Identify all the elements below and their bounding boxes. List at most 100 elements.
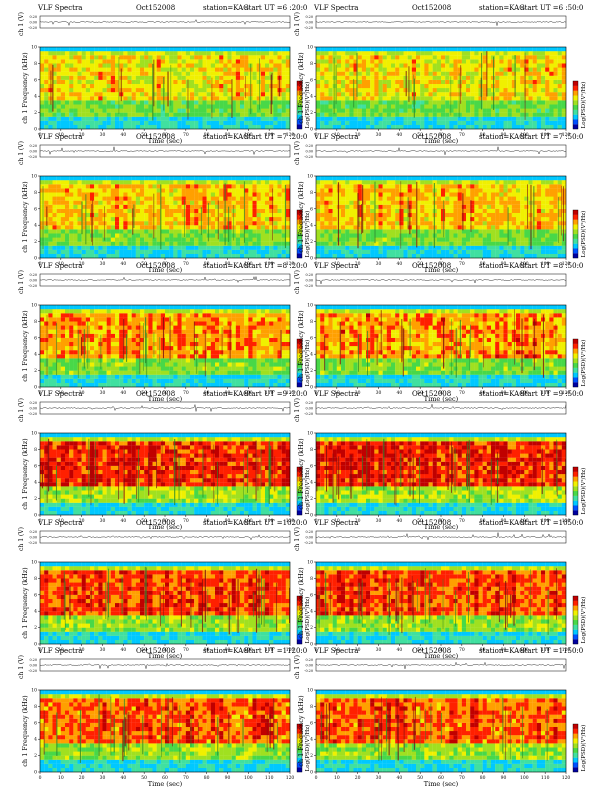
spectrogram-cell — [82, 109, 86, 113]
spectrogram-cell — [374, 96, 378, 100]
spectrogram-cell — [65, 80, 69, 84]
spectrogram-cell — [387, 254, 391, 258]
spectrogram-cell — [454, 76, 458, 80]
spectrogram-cell — [520, 188, 524, 192]
spectrogram-cell — [215, 180, 219, 184]
spectrogram-cell — [345, 209, 349, 213]
spectrogram-cell — [90, 176, 94, 180]
spectrogram-cell — [479, 92, 483, 96]
spectrogram-cell — [98, 180, 102, 184]
spectrogram-cell — [65, 109, 69, 113]
spectrogram-cell — [48, 213, 52, 217]
spectrogram-cell — [107, 246, 111, 250]
spectrogram-cell — [341, 213, 345, 217]
spectrogram-cell — [483, 188, 487, 192]
spectrogram-cell — [416, 109, 420, 113]
spectrogram-cell — [207, 205, 211, 209]
spectrogram-cell — [404, 104, 408, 108]
spectrogram-cell — [358, 92, 362, 96]
spectrogram-cell — [194, 238, 198, 242]
spectrogram-cell — [483, 254, 487, 258]
spectrogram-cell — [194, 217, 198, 221]
spectrogram-cell — [379, 125, 383, 129]
spectrogram-cell — [194, 96, 198, 100]
spectrogram-cell — [73, 63, 77, 67]
spectrogram-cell — [257, 84, 261, 88]
colorbar-segment — [297, 124, 302, 129]
spectrogram-cell — [132, 192, 136, 196]
spectrogram-cell — [65, 184, 69, 188]
spectrogram-cell — [236, 180, 240, 184]
spectrogram-cell — [207, 209, 211, 213]
spectrogram-cell — [178, 59, 182, 63]
spectrogram-cell — [61, 176, 65, 180]
spectrogram-cell — [449, 221, 453, 225]
spectrogram-cell — [420, 213, 424, 217]
spectrogram-cell — [86, 184, 90, 188]
spectrogram-cell — [211, 246, 215, 250]
spectrogram-cell — [269, 121, 273, 125]
spectrogram-cell — [354, 238, 358, 242]
spectrogram-cell — [240, 117, 244, 121]
spectrogram-cell — [404, 109, 408, 113]
spectrogram-cell — [57, 209, 61, 213]
spectrogram-cell — [228, 246, 232, 250]
spectrogram-cell — [366, 84, 370, 88]
spectrogram-cell — [123, 80, 127, 84]
spectrogram-cell — [466, 63, 470, 67]
spectrogram-cell — [215, 221, 219, 225]
spectrogram-cell — [223, 117, 227, 121]
spectrogram-cell — [261, 76, 265, 80]
spectrogram-cell — [416, 96, 420, 100]
spectrogram-cell — [479, 88, 483, 92]
spectrogram-cell — [487, 213, 491, 217]
spectrogram-cell — [429, 55, 433, 59]
spectrogram-cell — [445, 96, 449, 100]
spectrogram-cell — [345, 184, 349, 188]
spectrogram-cell — [545, 121, 549, 125]
spectrogram-cell — [40, 100, 44, 104]
spectrogram-cell — [219, 72, 223, 76]
spectrogram-cell — [437, 125, 441, 129]
spectrogram-cell — [562, 80, 566, 84]
spectrogram-cell — [128, 68, 132, 72]
spectrogram-cell — [73, 51, 77, 55]
spectrogram-cell — [408, 254, 412, 258]
spectrogram-cell — [383, 100, 387, 104]
spectrogram-cell — [169, 104, 173, 108]
spectrogram-cell — [537, 109, 541, 113]
spectrogram-cell — [182, 100, 186, 104]
spectrogram-cell — [420, 197, 424, 201]
spectrogram-cell — [248, 184, 252, 188]
spectrogram-cell — [48, 113, 52, 117]
spectrogram-cell — [533, 188, 537, 192]
spectrogram-cell — [265, 180, 269, 184]
spectrogram-cell — [73, 192, 77, 196]
spectrogram-cell — [98, 63, 102, 67]
spectrogram-cell — [265, 205, 269, 209]
spectrogram-cell — [341, 109, 345, 113]
spectrogram-cell — [466, 96, 470, 100]
spectrogram-cell — [391, 104, 395, 108]
spectrogram-cell — [107, 184, 111, 188]
spectrogram-cell — [232, 125, 236, 129]
spectrogram-cell — [73, 180, 77, 184]
spectrogram-cell — [244, 51, 248, 55]
spectrogram-cell — [261, 221, 265, 225]
spectrogram-cell — [333, 205, 337, 209]
spectrogram-cell — [53, 250, 57, 254]
spectrogram-cell — [128, 242, 132, 246]
spectrogram-cell — [379, 209, 383, 213]
spectrogram-cell — [207, 125, 211, 129]
spectrogram-cell — [261, 109, 265, 113]
spectrogram-cell — [370, 92, 374, 96]
spectrogram-cell — [94, 238, 98, 242]
spectrogram-cell — [282, 104, 286, 108]
spectrogram-cell — [215, 51, 219, 55]
spectrogram-cell — [248, 250, 252, 254]
spectrogram-cell — [370, 47, 374, 51]
spectrogram-cell — [203, 47, 207, 51]
spectrogram-cell — [161, 192, 165, 196]
spectrogram-cell — [379, 221, 383, 225]
spectrogram-cell — [69, 184, 73, 188]
